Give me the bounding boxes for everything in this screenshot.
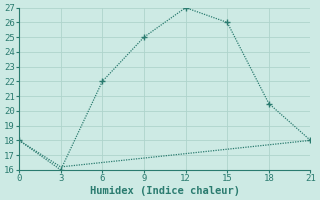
X-axis label: Humidex (Indice chaleur): Humidex (Indice chaleur)	[90, 186, 240, 196]
